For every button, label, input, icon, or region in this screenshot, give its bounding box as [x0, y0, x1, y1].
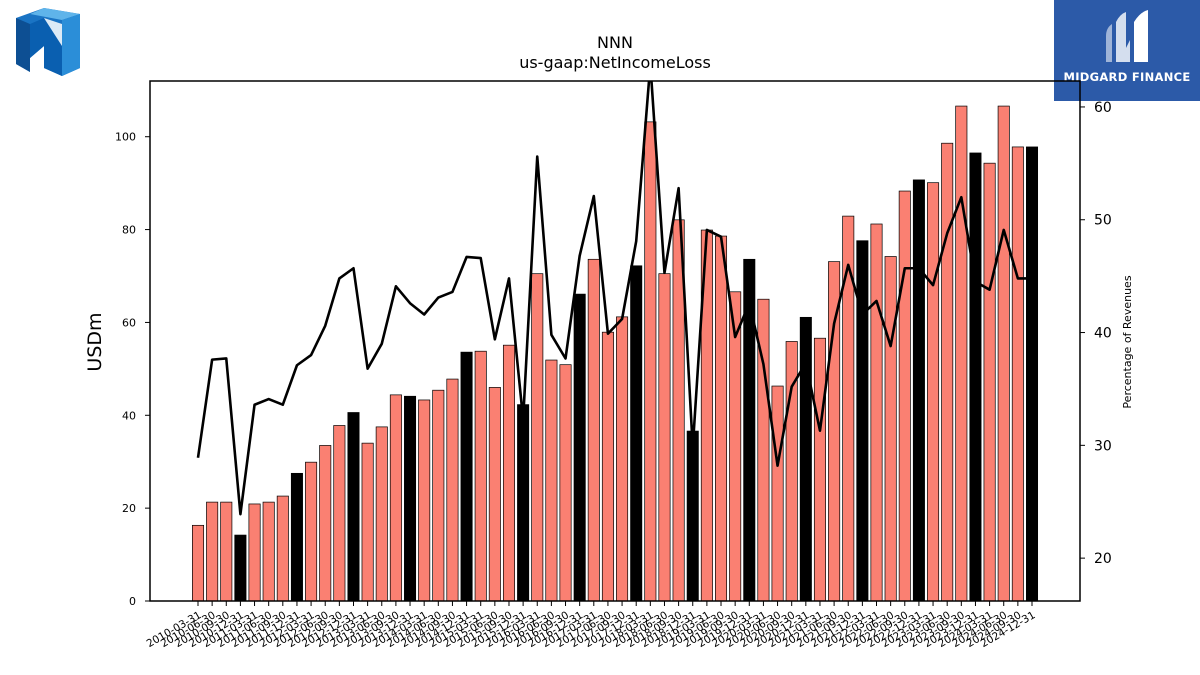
y2-axis-label: Percentage of Revenues	[1121, 275, 1134, 408]
bar-2016-06-30	[545, 359, 558, 602]
bar-2016-12-31	[573, 293, 586, 602]
bar-2013-03-31	[361, 442, 374, 602]
bar-2011-12-31	[290, 472, 303, 602]
y-tick-label: 80	[122, 224, 136, 237]
bar-2014-03-31	[418, 399, 431, 602]
bar-2011-09-30	[276, 495, 289, 602]
bar-2018-12-31	[686, 430, 699, 602]
chart-subtitle: us-gaap:NetIncomeLoss	[519, 53, 711, 72]
bar-2014-09-30	[446, 378, 459, 602]
bar-group	[192, 105, 1039, 602]
midgard-finance-brand: MIDGARD FINANCE	[1054, 0, 1200, 101]
bar-2020-12-31	[799, 316, 812, 602]
bar-2010-09-30	[220, 501, 233, 602]
chart-title: NNN	[597, 33, 633, 52]
bar-2017-09-30	[616, 316, 629, 602]
bar-2012-03-31	[305, 461, 318, 602]
bar-2014-06-30	[432, 389, 445, 602]
nnn-logo	[14, 6, 82, 84]
y2-tick-label: 30	[1094, 438, 1112, 454]
bar-2022-03-31	[870, 223, 883, 602]
brand-text: MIDGARD FINANCE	[1063, 70, 1191, 84]
bar-2012-06-30	[319, 445, 332, 602]
y-tick-label: 0	[129, 595, 136, 608]
bar-2023-06-30	[941, 142, 954, 602]
bar-2013-12-31	[404, 395, 417, 602]
bar-2015-09-30	[502, 344, 515, 602]
bar-2022-12-31	[912, 179, 925, 602]
y-tick-label: 60	[122, 316, 136, 329]
bar-2010-06-30	[206, 501, 219, 602]
bar-2018-06-30	[658, 273, 671, 602]
bar-2023-09-30	[955, 105, 968, 602]
bar-2024-06-30	[997, 105, 1010, 602]
bar-2015-03-31	[474, 350, 487, 602]
y2-axis-ticks: 20 30 40 50 60	[1080, 100, 1112, 567]
percentage-line	[196, 81, 1032, 516]
bar-2010-03-31	[192, 524, 205, 602]
bar-2010-12-31	[234, 534, 247, 602]
bar-2015-12-31	[517, 404, 530, 602]
y-tick-label: 100	[115, 131, 136, 144]
y-axis-label: USDm	[84, 312, 106, 371]
bar-2024-09-30	[1011, 146, 1024, 602]
x-axis-ticks: 2010-03-312010-06-302010-09-302010-12-31…	[145, 601, 1038, 650]
bar-2013-06-30	[375, 426, 388, 602]
y-tick-label: 20	[122, 502, 136, 515]
bar-2020-06-30	[771, 385, 784, 602]
midgard-m-logo	[1106, 10, 1148, 62]
y-axis-ticks: 0 20 40 60 80 100	[115, 131, 150, 608]
bar-2011-03-31	[248, 503, 261, 602]
y2-tick-label: 20	[1094, 551, 1112, 567]
bar-2018-03-31	[644, 121, 657, 602]
bar-2014-12-31	[460, 351, 473, 602]
bar-2023-12-31	[969, 152, 982, 602]
bar-2011-06-30	[262, 501, 275, 602]
bar-2022-09-30	[898, 190, 911, 602]
bar-2012-09-30	[333, 425, 346, 602]
line-group	[196, 81, 1032, 516]
bar-2023-03-31	[927, 182, 940, 602]
y2-tick-label: 40	[1094, 326, 1112, 342]
bar-2017-03-31	[587, 258, 600, 602]
bar-2021-03-31	[813, 337, 826, 602]
y2-tick-label: 60	[1094, 100, 1112, 116]
bar-2017-06-30	[601, 331, 614, 602]
bar-2024-03-31	[983, 162, 996, 602]
y2-tick-label: 50	[1094, 213, 1112, 229]
bar-2024-12-31	[1025, 146, 1039, 602]
y-tick-label: 40	[122, 409, 136, 422]
bar-2015-06-30	[488, 387, 501, 602]
bar-2012-12-31	[347, 412, 360, 602]
bar-2019-06-30	[715, 235, 728, 602]
plot-frame	[149, 80, 1081, 602]
bar-2017-12-31	[630, 265, 643, 602]
bar-2021-12-31	[856, 240, 869, 602]
bar-2022-06-30	[884, 256, 897, 602]
bar-2016-03-31	[531, 273, 544, 602]
bar-2021-09-30	[842, 215, 855, 602]
bar-2013-09-30	[389, 394, 402, 602]
bar-2016-09-30	[559, 364, 572, 602]
